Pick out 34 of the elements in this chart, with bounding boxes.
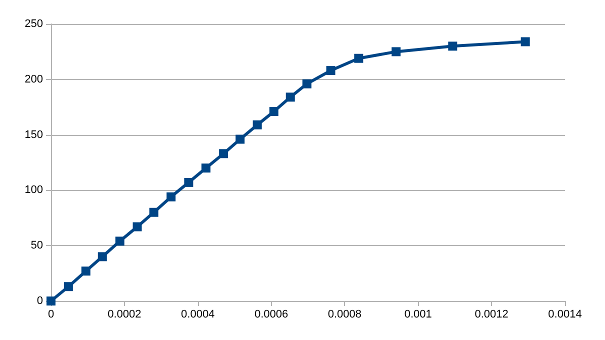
x-tick-label: 0.0006 <box>254 308 288 320</box>
y-tick-label: 100 <box>24 184 43 196</box>
point <box>448 42 458 51</box>
point <box>115 236 124 246</box>
point <box>219 149 228 158</box>
x-tick-label: 0.0004 <box>181 308 215 320</box>
point <box>184 178 194 187</box>
y-tick-label: 200 <box>24 73 43 86</box>
point <box>64 282 73 292</box>
y-tick-label: 150 <box>24 128 43 141</box>
point <box>201 164 210 173</box>
point <box>252 120 262 130</box>
point <box>149 208 158 217</box>
x-tick-label: 0.0002 <box>108 308 142 320</box>
point <box>302 79 312 88</box>
point <box>236 134 245 144</box>
x-tick-label: 0.0012 <box>474 308 508 320</box>
point <box>81 266 90 276</box>
point <box>286 92 295 102</box>
y-tick-label: 250 <box>24 18 43 30</box>
x-tick-label: 0.001 <box>404 308 432 320</box>
x-tick-label: 0.0008 <box>328 308 362 320</box>
point <box>98 252 107 262</box>
point <box>392 47 401 56</box>
point <box>326 66 336 76</box>
x-tick-label: 0 <box>48 308 54 320</box>
point <box>520 37 530 46</box>
point <box>269 107 278 116</box>
point <box>354 54 364 63</box>
point <box>132 222 142 232</box>
x-tick-label: 0.0014 <box>548 308 582 320</box>
point <box>166 192 176 202</box>
y-tick-label: 50 <box>30 240 43 252</box>
y-tick-label: 0 <box>36 295 43 307</box>
